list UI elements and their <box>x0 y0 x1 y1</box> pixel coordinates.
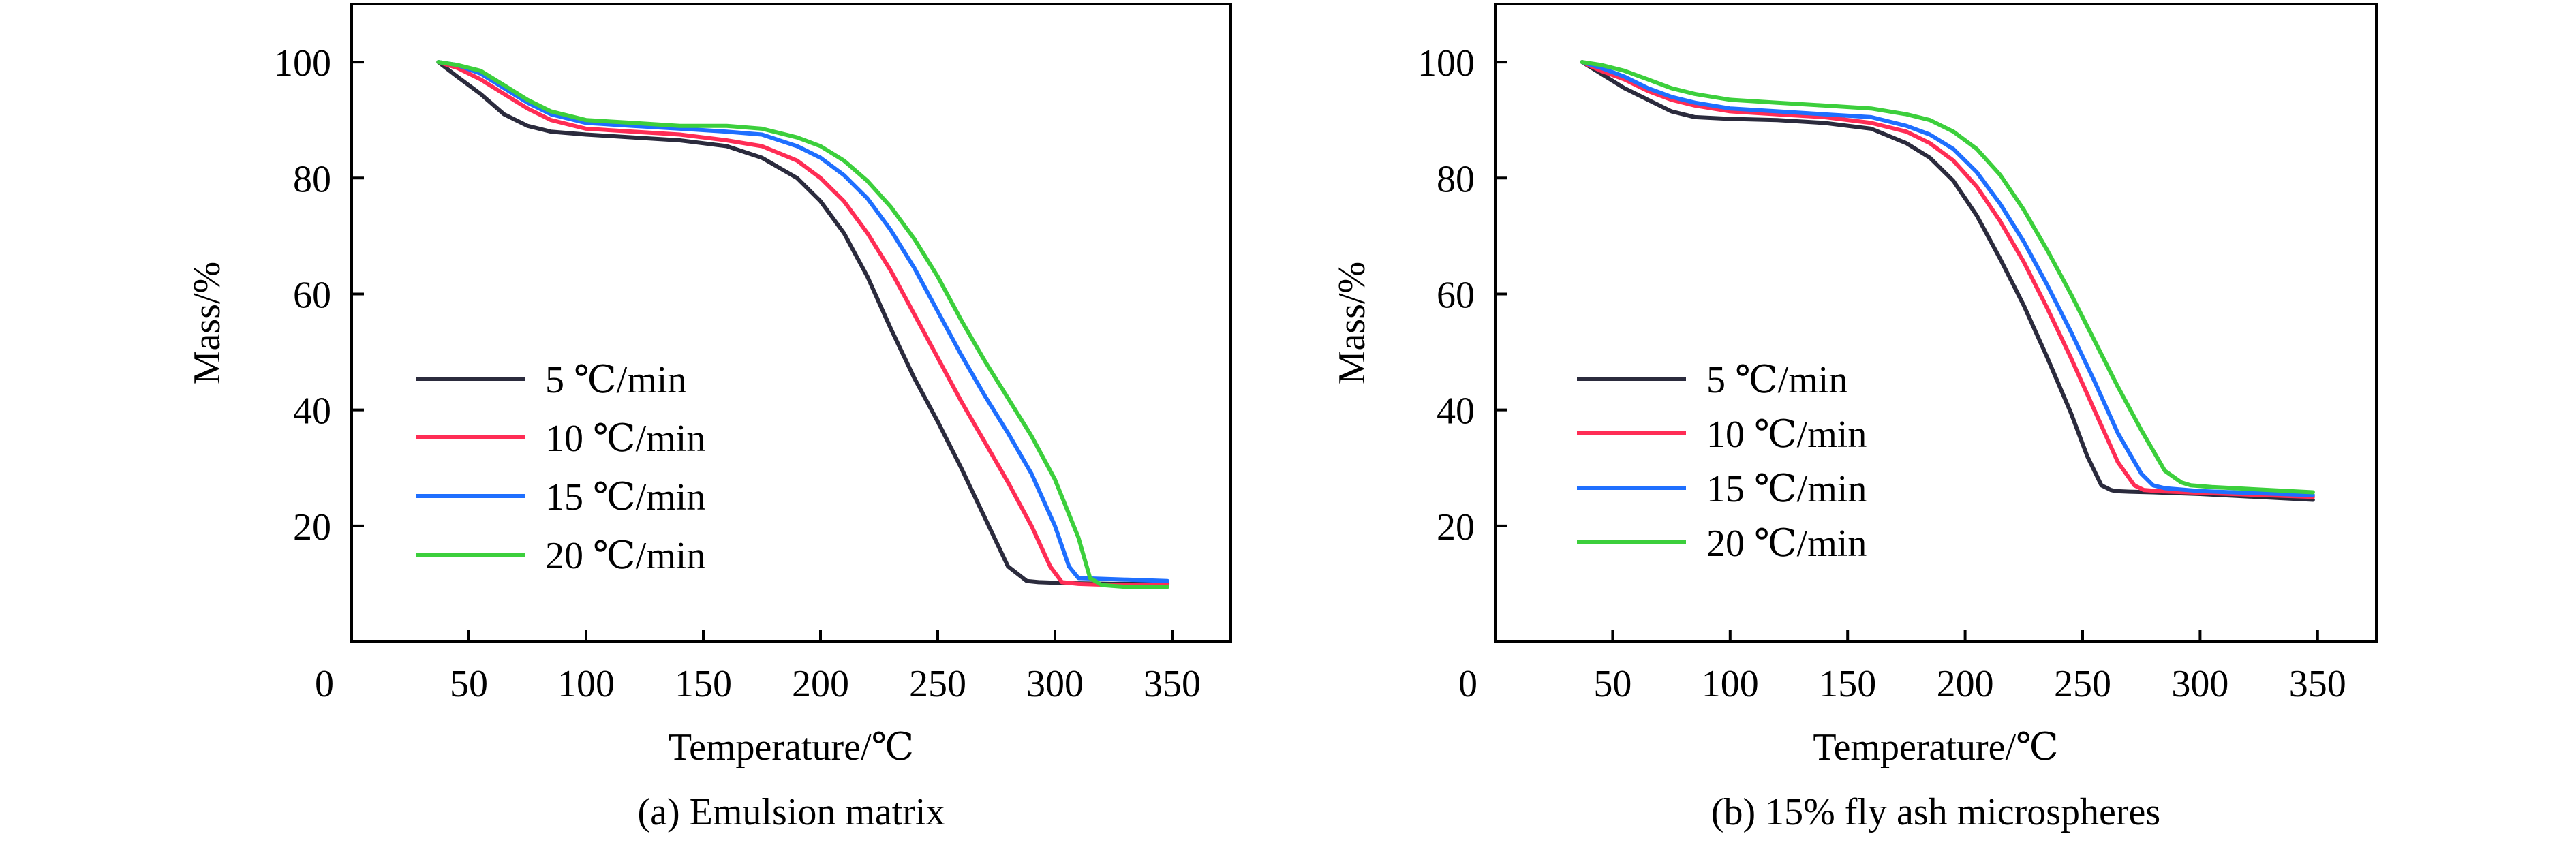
x-tick-label: 350 <box>1144 663 1201 705</box>
panel-a-emulsion-matrix: 50 100 150 200 250 300 350 0 20 40 60 80 100 Mass/% Te… <box>186 3 1232 833</box>
series-line-2 <box>1580 60 2315 499</box>
y-tick-label: 20 <box>293 506 331 548</box>
x-tick-label: 350 <box>2289 663 2346 705</box>
origin-label: 0 <box>1458 663 1477 705</box>
legend-label: 15 ℃/min <box>1706 468 1867 510</box>
x-axis-label: Temperature/℃ <box>1813 726 2058 769</box>
x-tick-label: 200 <box>1937 663 1994 705</box>
legend-label: 10 ℃/min <box>545 418 705 460</box>
x-tick-label: 150 <box>1819 663 1876 705</box>
y-tick-label: 80 <box>1437 158 1475 200</box>
panel-caption: (a) Emulsion matrix <box>637 791 945 833</box>
y-tick-label: 100 <box>274 42 331 84</box>
plot-frame <box>350 3 1232 643</box>
series-line-4 <box>1580 60 2315 495</box>
x-tick-label: 250 <box>909 663 966 705</box>
series-line-4 <box>436 60 1170 589</box>
legend-label: 20 ℃/min <box>545 535 705 577</box>
legend-label: 5 ℃/min <box>1706 359 1847 401</box>
origin-label: 0 <box>315 663 334 705</box>
x-tick-label: 100 <box>1702 663 1759 705</box>
x-tick-label: 50 <box>450 663 488 705</box>
series-line-1 <box>436 60 1170 586</box>
y-tick-label: 60 <box>293 274 331 316</box>
legend-label: 20 ℃/min <box>1706 523 1867 565</box>
y-tick-label: 20 <box>1437 506 1475 548</box>
y-tick-label: 40 <box>293 390 331 433</box>
series-line-3 <box>1580 60 2315 497</box>
y-tick-label: 40 <box>1437 390 1475 433</box>
y-axis-label: Mass/% <box>186 262 228 384</box>
series-line-3 <box>436 60 1170 583</box>
series-line-1 <box>1580 60 2315 502</box>
x-tick-label: 250 <box>2054 663 2111 705</box>
y-tick-label: 60 <box>1437 274 1475 316</box>
y-tick-label: 80 <box>293 158 331 200</box>
y-tick-label: 100 <box>1417 42 1475 84</box>
series-line-2 <box>436 60 1170 587</box>
legend-label: 10 ℃/min <box>1706 414 1867 456</box>
x-tick-label: 50 <box>1593 663 1631 705</box>
legend-label: 15 ℃/min <box>545 476 705 519</box>
legend-label: 5 ℃/min <box>545 359 686 401</box>
plot-frame <box>1494 3 2378 643</box>
x-axis-label: Temperature/℃ <box>669 726 914 769</box>
x-tick-label: 100 <box>557 663 615 705</box>
x-tick-label: 300 <box>2171 663 2228 705</box>
x-tick-label: 300 <box>1026 663 1084 705</box>
x-tick-label: 150 <box>675 663 732 705</box>
panel-b-fly-ash-microspheres: 50 100 150 200 250 300 350 0 20 40 60 80 100 Mass/% Te… <box>1331 3 2378 833</box>
panel-caption: (b) 15% fly ash microspheres <box>1711 791 2160 833</box>
y-axis-label: Mass/% <box>1331 262 1373 384</box>
x-tick-label: 200 <box>792 663 849 705</box>
